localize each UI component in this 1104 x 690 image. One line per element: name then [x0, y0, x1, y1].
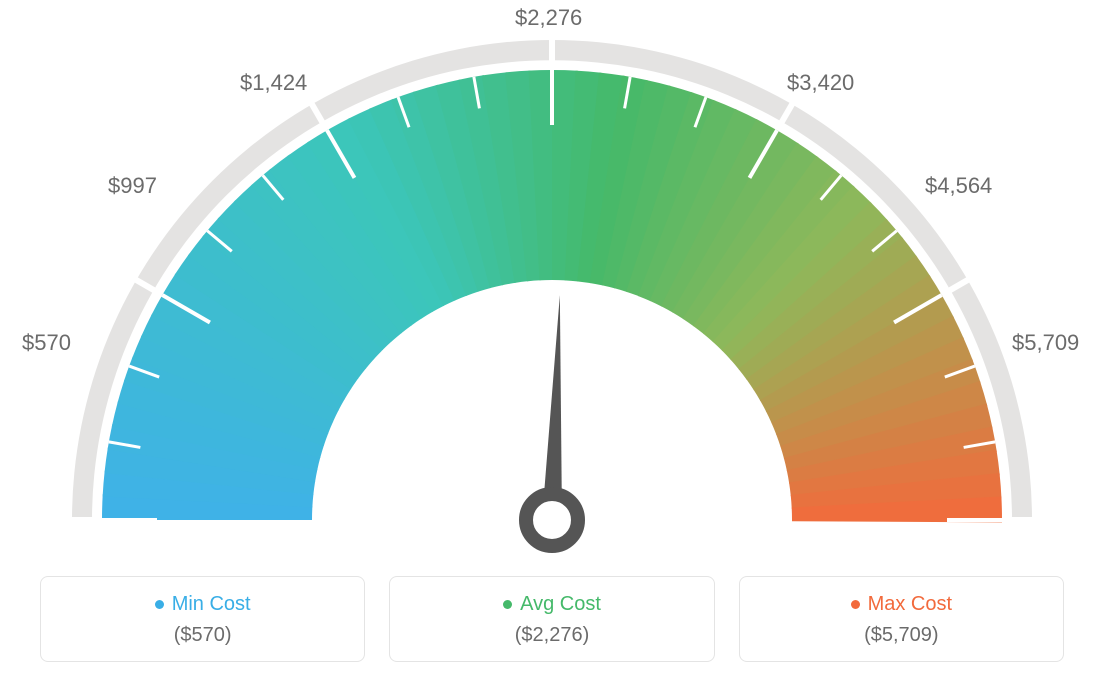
legend-card-min: Min Cost ($570) [40, 576, 365, 662]
legend-card-avg: Avg Cost ($2,276) [389, 576, 714, 662]
legend-value-max: ($5,709) [752, 624, 1051, 647]
legend-dot-avg [503, 600, 512, 609]
tick-label-1: $997 [108, 173, 157, 199]
legend-title-max: Max Cost [851, 593, 952, 616]
legend-title-min: Min Cost [155, 593, 251, 616]
legend-label-min: Min Cost [172, 593, 251, 616]
legend-dot-max [851, 600, 860, 609]
tick-label-0: $570 [22, 330, 71, 356]
tick-label-3: $2,276 [515, 5, 582, 31]
tick-label-6: $5,709 [1012, 330, 1079, 356]
gauge-svg [0, 0, 1104, 560]
legend-label-avg: Avg Cost [520, 593, 601, 616]
legend-row: Min Cost ($570) Avg Cost ($2,276) Max Co… [40, 576, 1064, 662]
tick-label-5: $4,564 [925, 173, 992, 199]
gauge-area: $570 $997 $1,424 $2,276 $3,420 $4,564 $5… [0, 0, 1104, 560]
legend-label-max: Max Cost [868, 593, 952, 616]
legend-value-avg: ($2,276) [402, 624, 701, 647]
tick-label-2: $1,424 [240, 70, 307, 96]
legend-dot-min [155, 600, 164, 609]
legend-title-avg: Avg Cost [503, 593, 601, 616]
chart-container: $570 $997 $1,424 $2,276 $3,420 $4,564 $5… [0, 0, 1104, 690]
legend-card-max: Max Cost ($5,709) [739, 576, 1064, 662]
legend-value-min: ($570) [53, 624, 352, 647]
tick-label-4: $3,420 [787, 70, 854, 96]
